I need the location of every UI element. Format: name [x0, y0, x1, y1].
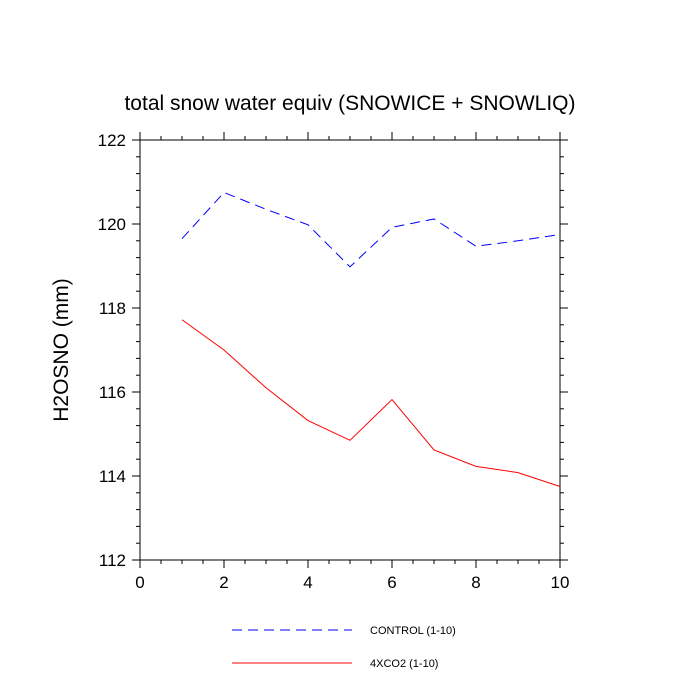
legend-label: CONTROL (1-10) — [370, 625, 456, 637]
legend: CONTROL (1-10) 4XCO2 (1-10) — [232, 625, 456, 670]
x-tick-label: 2 — [219, 573, 228, 592]
y-tick-label: 114 — [99, 467, 126, 486]
x-tick-label: 8 — [471, 573, 480, 592]
plot-frame — [139, 139, 561, 561]
chart-title: total snow water equiv (SNOWICE + SNOWLI… — [124, 92, 575, 115]
x-tick-label: 6 — [387, 573, 396, 592]
series-line-control — [181, 191, 561, 268]
minor-ticks — [136, 136, 564, 564]
series-line-4xco2 — [181, 319, 561, 487]
y-axis-label: H2OSNO (mm) — [50, 278, 73, 422]
legend-label: 4XCO2 (1-10) — [370, 658, 438, 670]
x-tick-labels: 0 2 4 6 8 10 — [135, 573, 569, 592]
x-tick-label: 4 — [303, 573, 312, 592]
y-tick-label: 112 — [99, 551, 126, 570]
major-ticks — [132, 132, 568, 568]
y-tick-label: 120 — [98, 215, 126, 234]
y-tick-labels: 112 114 116 118 120 122 — [98, 131, 126, 570]
x-tick-label: 10 — [551, 573, 570, 592]
series-lines — [181, 191, 561, 487]
y-tick-label: 116 — [99, 383, 126, 402]
y-tick-label: 118 — [99, 299, 126, 318]
x-tick-label: 0 — [135, 573, 144, 592]
y-tick-label: 122 — [98, 131, 126, 150]
